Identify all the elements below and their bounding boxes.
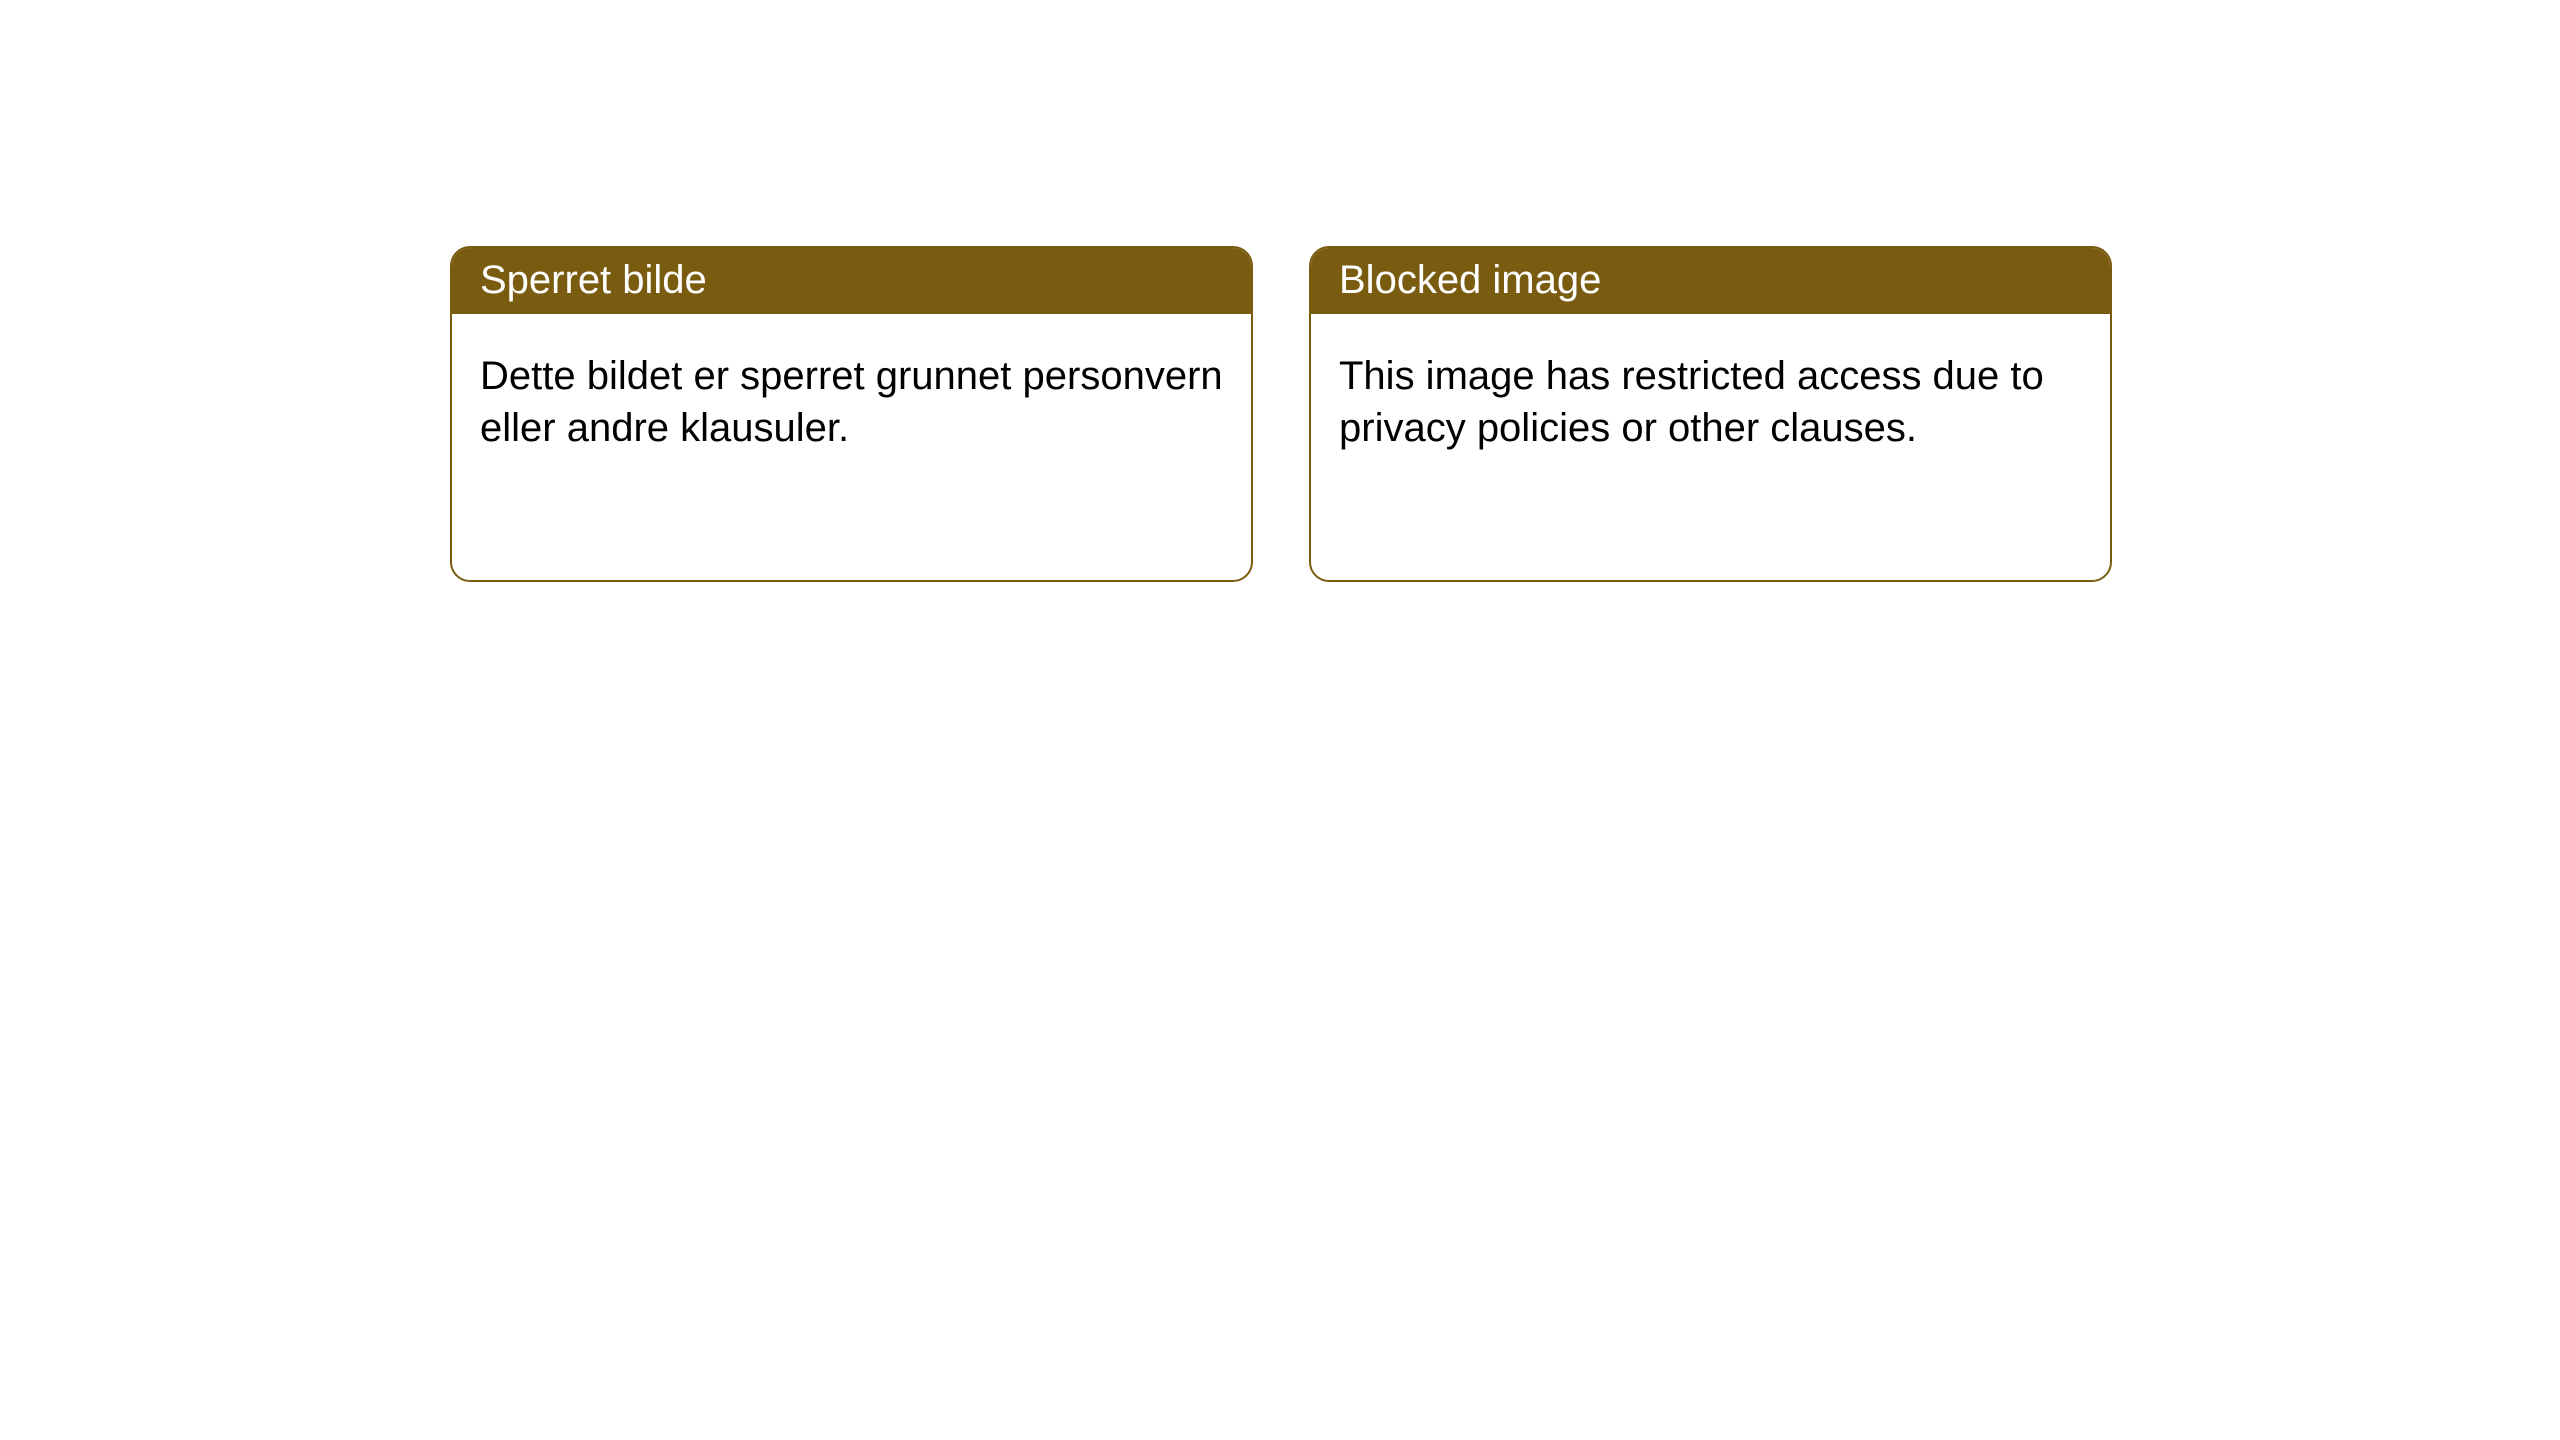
notice-title: Sperret bilde — [480, 258, 707, 302]
notice-container: Sperret bilde Dette bildet er sperret gr… — [0, 0, 2560, 582]
notice-body: This image has restricted access due to … — [1311, 314, 2110, 490]
notice-header: Sperret bilde — [452, 248, 1251, 314]
notice-body: Dette bildet er sperret grunnet personve… — [452, 314, 1251, 490]
notice-card-norwegian: Sperret bilde Dette bildet er sperret gr… — [450, 246, 1253, 582]
notice-card-english: Blocked image This image has restricted … — [1309, 246, 2112, 582]
notice-message: Dette bildet er sperret grunnet personve… — [480, 354, 1223, 450]
notice-title: Blocked image — [1339, 258, 1601, 302]
notice-message: This image has restricted access due to … — [1339, 354, 2044, 450]
notice-header: Blocked image — [1311, 248, 2110, 314]
